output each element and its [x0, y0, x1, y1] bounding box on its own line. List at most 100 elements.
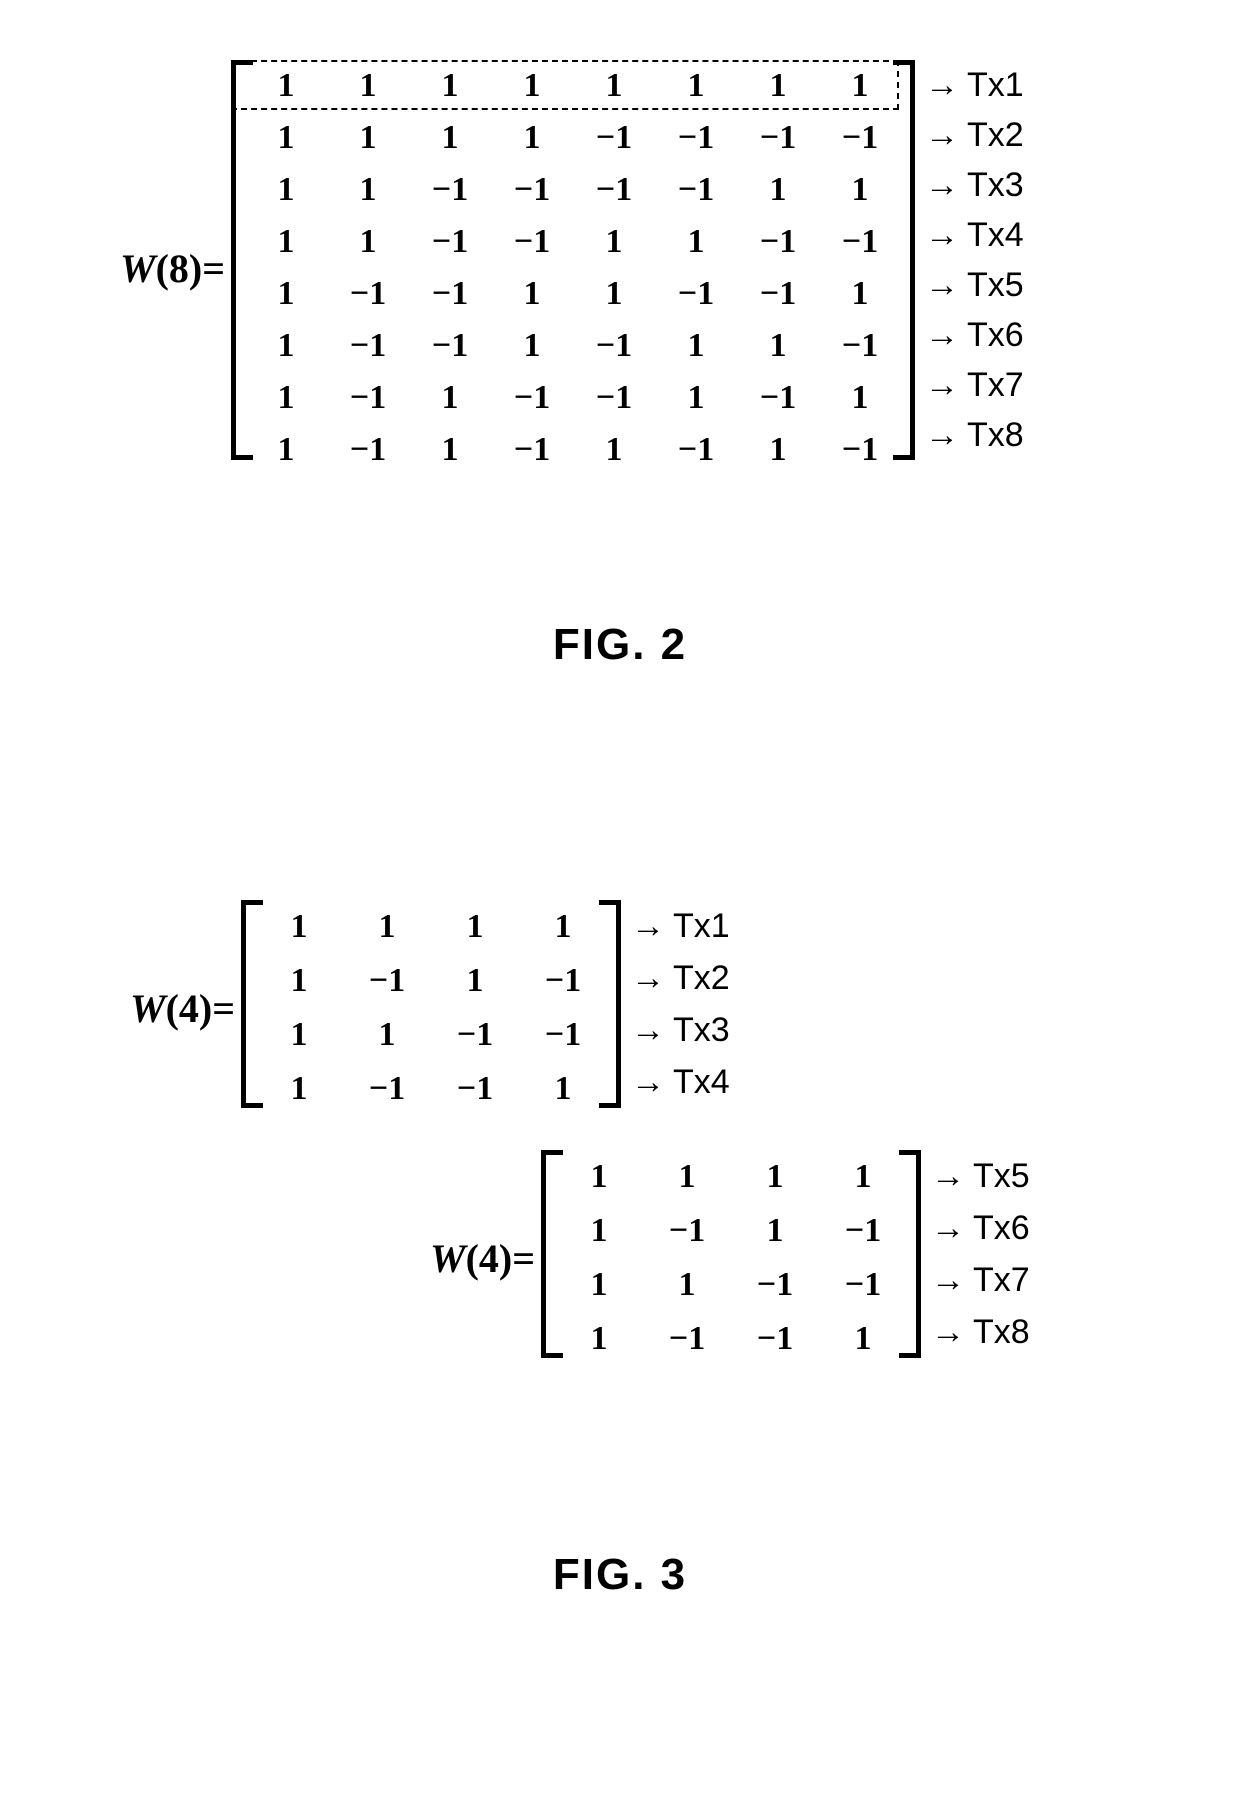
matrix-cell: 1	[819, 60, 901, 112]
row-label: →Tx3	[915, 160, 1024, 210]
row-label: →Tx8	[921, 1306, 1030, 1358]
row-label-text: Tx1	[967, 66, 1024, 105]
matrix-cell: 1	[327, 112, 409, 164]
matrix-cell: 1	[245, 424, 327, 476]
right-bracket	[607, 900, 621, 1108]
matrix-cell: −1	[737, 268, 819, 320]
matrix-cell: −1	[409, 164, 491, 216]
matrix-cell: 1	[737, 60, 819, 112]
matrix-row: 1−1−11	[255, 1062, 607, 1116]
matrix-cell: −1	[655, 112, 737, 164]
row-label-text: Tx6	[967, 316, 1024, 355]
row-labels: →Tx1→Tx2→Tx3→Tx4→Tx5→Tx6→Tx7→Tx8	[915, 60, 1024, 460]
matrix-cell: 1	[655, 320, 737, 372]
equals-sign: =	[202, 245, 225, 292]
matrix-symbol: W	[430, 1235, 466, 1282]
matrix-cell: 1	[737, 424, 819, 476]
row-label: →Tx7	[915, 360, 1024, 410]
matrix-cell: 1	[573, 60, 655, 112]
matrix-cell: 1	[491, 60, 573, 112]
row-label-text: Tx4	[673, 1063, 730, 1102]
matrix-cell: −1	[519, 1008, 607, 1062]
row-label-text: Tx4	[967, 216, 1024, 255]
matrix-cell: −1	[737, 216, 819, 268]
matrix-cell: 1	[555, 1150, 643, 1204]
left-bracket	[231, 60, 245, 460]
matrix-cell: 1	[731, 1204, 819, 1258]
row-label: →Tx1	[621, 900, 730, 952]
matrix-cell: 1	[643, 1150, 731, 1204]
matrix-cell: −1	[819, 1258, 907, 1312]
right-bracket	[901, 60, 915, 460]
matrix-cell: −1	[737, 112, 819, 164]
fig2-matrix-block: W(8) = 111111111111−1−1−1−111−1−1−1−1111…	[120, 60, 1024, 476]
matrix-row: 1−11−1−11−11	[245, 372, 901, 424]
row-label: →Tx4	[621, 1056, 730, 1108]
matrix-cell: 1	[819, 268, 901, 320]
matrix-cell: 1	[555, 1258, 643, 1312]
arrow-icon: →	[915, 366, 967, 405]
matrix-cell: 1	[819, 1150, 907, 1204]
matrix-row: 1−11−1	[255, 954, 607, 1008]
row-label-text: Tx6	[973, 1209, 1030, 1248]
matrix-cell: 1	[327, 216, 409, 268]
matrix-cell: −1	[327, 424, 409, 476]
matrix-cell: −1	[573, 112, 655, 164]
matrix-cell: −1	[573, 164, 655, 216]
matrix-cell: −1	[431, 1062, 519, 1116]
matrix-cell: 1	[491, 112, 573, 164]
arrow-icon: →	[915, 266, 967, 305]
matrix-cell: 1	[519, 1062, 607, 1116]
row-labels: →Tx5→Tx6→Tx7→Tx8	[921, 1150, 1030, 1358]
matrix-table: 11111−11−111−1−11−1−11	[255, 900, 607, 1116]
arrow-icon: →	[921, 1313, 973, 1352]
row-label-text: Tx2	[967, 116, 1024, 155]
equals-sign: =	[512, 1235, 535, 1282]
matrix-cell: −1	[327, 372, 409, 424]
matrix-cell: 1	[573, 268, 655, 320]
fig3a-matrix-block: W(4) = 11111−11−111−1−11−1−11→Tx1→Tx2→Tx…	[130, 900, 730, 1116]
fig3b-matrix-block: W(4) = 11111−11−111−1−11−1−11→Tx5→Tx6→Tx…	[430, 1150, 1030, 1366]
matrix-cell: 1	[343, 1008, 431, 1062]
matrix-row: 1111	[255, 900, 607, 954]
row-label-text: Tx5	[967, 266, 1024, 305]
arrow-icon: →	[621, 1011, 673, 1050]
matrix-cell: −1	[731, 1312, 819, 1366]
matrix-cell: 1	[245, 268, 327, 320]
matrix-cell: −1	[343, 954, 431, 1008]
matrix-table: 11111−11−111−1−11−1−11	[555, 1150, 907, 1366]
matrix-cell: −1	[655, 268, 737, 320]
row-label: →Tx6	[915, 310, 1024, 360]
matrix-cell: −1	[343, 1062, 431, 1116]
matrix-row: 1−1−111−1−11	[245, 268, 901, 320]
matrix-cell: 1	[573, 216, 655, 268]
matrix-cell: −1	[655, 424, 737, 476]
matrix-cell: 1	[737, 164, 819, 216]
matrix-cell: −1	[491, 424, 573, 476]
matrix-cell: 1	[737, 320, 819, 372]
row-label: →Tx4	[915, 210, 1024, 260]
matrix-cell: 1	[819, 1312, 907, 1366]
arrow-icon: →	[921, 1157, 973, 1196]
matrix-cell: −1	[819, 320, 901, 372]
row-label: →Tx3	[621, 1004, 730, 1056]
matrix-cell: −1	[409, 216, 491, 268]
matrix-cell: 1	[327, 164, 409, 216]
matrix-cell: −1	[573, 372, 655, 424]
matrix-cell: 1	[655, 60, 737, 112]
matrix-cell: 1	[255, 1062, 343, 1116]
row-label-text: Tx5	[973, 1157, 1030, 1196]
matrix-cell: 1	[409, 424, 491, 476]
left-bracket	[541, 1150, 555, 1358]
row-label: →Tx2	[621, 952, 730, 1004]
row-label: →Tx2	[915, 110, 1024, 160]
arrow-icon: →	[915, 66, 967, 105]
matrix-cell: 1	[255, 1008, 343, 1062]
matrix-arg: (8)	[156, 245, 203, 292]
matrix-cell: −1	[519, 954, 607, 1008]
matrix-cell: 1	[731, 1150, 819, 1204]
matrix-cell: 1	[431, 954, 519, 1008]
matrix-cell: −1	[737, 372, 819, 424]
arrow-icon: →	[921, 1209, 973, 1248]
row-label-text: Tx7	[973, 1261, 1030, 1300]
